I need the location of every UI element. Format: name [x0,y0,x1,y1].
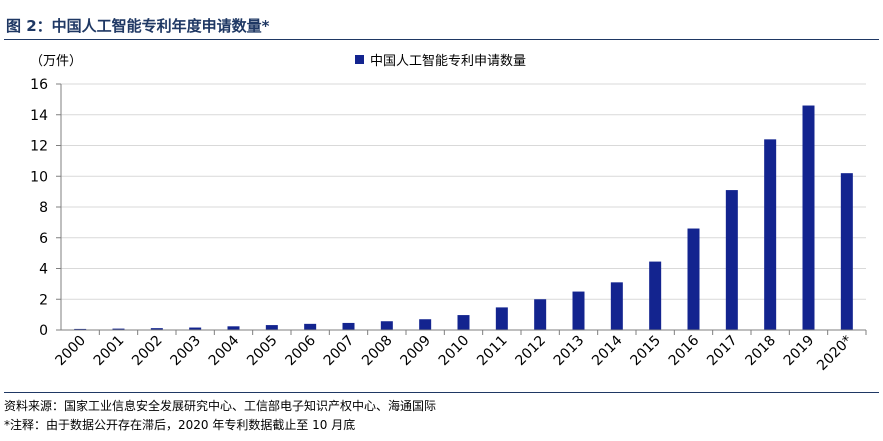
bar-2020* [840,173,853,330]
bar-2011 [495,307,508,330]
y-tick-label: 16 [30,77,48,93]
y-axis-unit-label: （万件） [30,54,82,69]
y-tick-label: 0 [39,323,48,339]
x-tick-label: 2010 [436,333,473,370]
bar-2008 [380,321,393,330]
footnote: *注释：由于数据公开存在滞后，2020 年专利数据截止至 10 月底 [4,418,356,432]
bar-2007 [342,322,355,330]
x-tick-label: 2000 [52,333,89,370]
bar-2010 [457,315,470,330]
x-tick-label: 2018 [742,333,779,370]
x-tick-label: 2004 [206,332,243,369]
x-tick-label: 2020* [814,333,855,374]
x-tick-label: 2007 [321,333,358,370]
x-tick-label: 2019 [781,333,818,370]
title-divider [4,39,879,40]
y-tick-label: 6 [39,231,48,247]
y-tick-label: 14 [30,108,48,124]
y-tick-label: 12 [30,139,48,155]
y-tick-label: 10 [30,169,48,185]
x-tick-label: 2017 [704,333,741,370]
x-tick-label: 2005 [244,333,281,370]
source-note: 资料来源：国家工业信息安全发展研究中心、工信部电子知识产权中心、海通国际 [4,399,437,413]
x-tick-label: 2016 [666,332,703,369]
x-tick-label: 2013 [551,333,588,370]
bar-2001 [112,328,125,330]
bar-2017 [725,190,738,330]
bar-2002 [150,328,163,330]
footer-divider [4,392,879,393]
bar-2015 [649,261,662,330]
x-tick-label: 2001 [91,333,128,370]
x-tick-label: 2008 [359,333,396,370]
bar-2005 [265,325,278,330]
bar-2012 [534,299,547,330]
bar-2000 [74,328,87,330]
y-tick-label: 2 [39,292,48,308]
bar-2016 [687,228,700,330]
y-tick-label: 4 [39,262,48,278]
bar-2013 [572,291,585,330]
legend-swatch [355,55,364,64]
bar-2014 [610,282,623,330]
bar-2006 [304,323,317,330]
x-tick-label: 2011 [474,333,511,370]
bar-2004 [227,326,240,330]
x-tick-label: 2014 [589,332,626,369]
y-tick-label: 8 [39,200,48,216]
x-tick-label: 2003 [167,333,204,370]
x-tick-label: 2015 [627,333,664,370]
bar-2018 [764,139,777,330]
bar-2003 [189,327,202,330]
x-tick-label: 2009 [397,333,434,370]
bar-2019 [802,105,815,331]
bar-2009 [419,319,432,330]
x-tick-label: 2006 [282,332,319,369]
x-tick-label: 2012 [512,333,549,370]
legend-label: 中国人工智能专利申请数量 [370,54,526,69]
x-tick-label: 2002 [129,333,166,370]
page-title: 图 2：中国人工智能专利年度申请数量* [6,17,270,35]
